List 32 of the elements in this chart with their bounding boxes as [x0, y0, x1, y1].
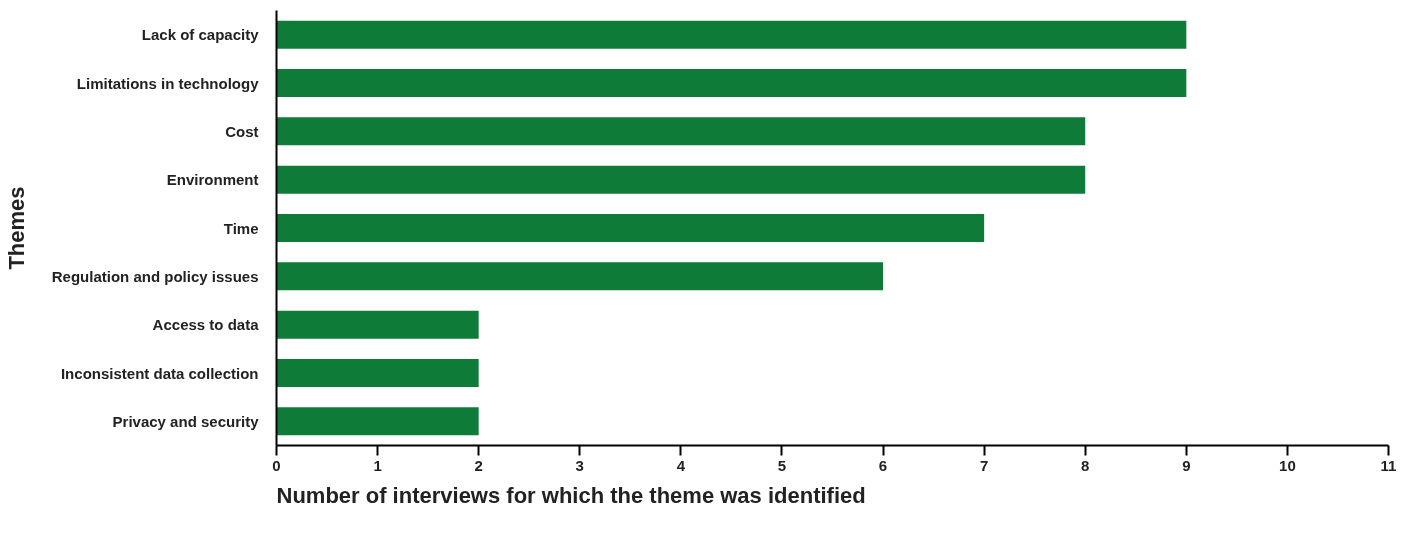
x-tick-label: 4: [676, 456, 686, 474]
y-tick-label: Regulation and policy issues: [51, 267, 259, 285]
y-tick-label: Limitations in technology: [76, 74, 260, 92]
x-tick-label: 5: [777, 456, 787, 474]
bar: [276, 358, 479, 388]
bar: [276, 310, 479, 339]
x-tick-label: 9: [1182, 456, 1191, 474]
x-tick-label: 10: [1279, 456, 1296, 474]
y-tick-label: Cost: [225, 122, 259, 140]
x-tick-label: 0: [272, 456, 281, 474]
bar: [276, 20, 1187, 49]
y-tick-label: Environment: [166, 171, 259, 189]
bar: [276, 117, 1086, 146]
x-tick-label: 6: [878, 456, 888, 474]
y-axis-title: Themes: [3, 186, 29, 270]
y-tick-label: Access to data: [152, 316, 260, 334]
x-tick-label: 8: [1081, 456, 1090, 474]
x-tick-label: 3: [575, 456, 584, 474]
x-tick-label: 7: [979, 456, 989, 474]
bar: [276, 262, 884, 291]
x-tick-label: 1: [373, 456, 382, 474]
y-tick-label: Time: [223, 219, 259, 237]
y-tick-label: Inconsistent data collection: [60, 364, 259, 382]
x-axis-title: Number of interviews for which the theme was identified: [276, 482, 866, 508]
y-tick-label: Lack of capacity: [141, 26, 260, 44]
bar: [276, 213, 985, 243]
x-tick-label: 11: [1380, 456, 1397, 474]
bar: [276, 68, 1187, 98]
bar: [276, 165, 1086, 194]
bar: [276, 407, 479, 436]
y-tick-label: Privacy and security: [112, 412, 260, 430]
x-tick-label: 2: [474, 456, 483, 474]
